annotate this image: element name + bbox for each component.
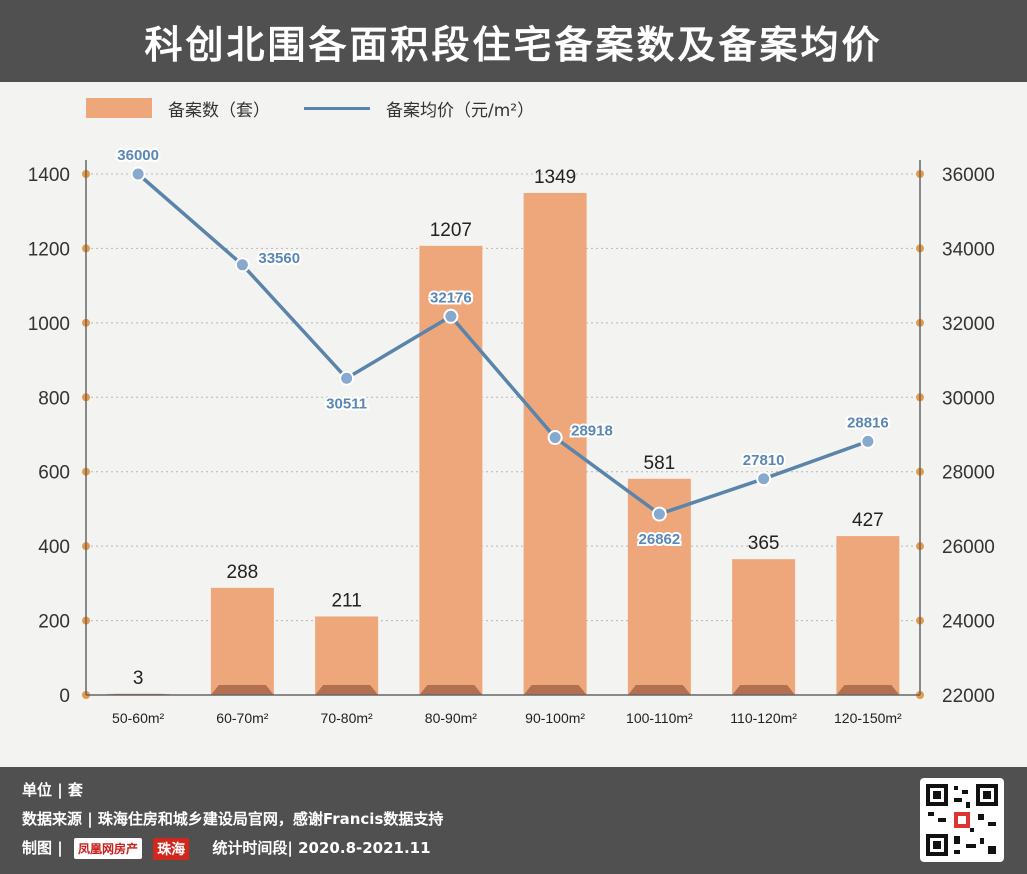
bar: [210, 587, 274, 695]
bar-value-label: 427: [852, 510, 884, 531]
qr-code-icon: [920, 778, 1004, 862]
price-point: [547, 430, 563, 446]
x-tick-label: 90-100m²: [525, 710, 585, 726]
bar-value-label: 211: [331, 590, 361, 611]
y-right-tick-label: 22000: [942, 686, 995, 707]
y-left-tick-label: 1000: [28, 314, 70, 335]
chart-title: 科创北围各面积段住宅备案数及备案均价: [0, 0, 1027, 82]
bar-base-shade: [836, 685, 900, 695]
bar-value-label: 1349: [534, 167, 576, 188]
price-value-label: 28918: [571, 423, 613, 440]
bar-base-shade: [210, 685, 274, 695]
period-label: 统计时间段| 2020.8-2021.11: [212, 839, 431, 857]
price-point: [130, 166, 146, 182]
bar: [315, 616, 379, 695]
bar-base-shade: [627, 685, 691, 695]
x-tick-label: 110-120m²: [730, 710, 797, 726]
legend-bar-label: 备案数（套）: [168, 100, 270, 121]
x-tick-label: 100-110m²: [626, 710, 693, 726]
x-tick-label: 50-60m²: [112, 710, 164, 726]
bar: [836, 536, 900, 695]
y-right-tick-label: 26000: [942, 537, 995, 558]
y-left-tick-label: 600: [38, 463, 70, 484]
y-left-tick-label: 0: [59, 686, 70, 707]
price-value-label: 28816: [847, 414, 889, 431]
price-point: [443, 308, 459, 324]
bar-value-label: 1207: [430, 220, 472, 241]
bar-value-label: 288: [227, 562, 259, 583]
made-by-label: 制图 |: [22, 839, 63, 857]
bar-value-label: 365: [748, 533, 780, 554]
bar-base-shade: [315, 685, 379, 695]
brand-logo: 凤凰网房产: [73, 838, 142, 859]
combo-chart: 0 22000 200 24000 400 26000 600 28000 800 30000 10…: [28, 145, 995, 726]
price-line: [136, 172, 869, 516]
price-point: [860, 433, 876, 449]
price-value-label: 27810: [743, 452, 785, 469]
x-tick-label: 120-150m²: [834, 710, 902, 726]
legend-line-label: 备案均价（元/m²）: [386, 100, 535, 121]
y-right-tick-label: 30000: [942, 388, 995, 409]
x-tick-label: 80-90m²: [425, 710, 477, 726]
brand-city-badge: 珠海: [153, 837, 190, 860]
y-right-tick-label: 32000: [942, 314, 995, 335]
y-right-tick-label: 24000: [942, 612, 995, 633]
price-value-label: 30511: [326, 395, 367, 412]
source-label: 数据来源 | 珠海住房和城乡建设局官网，感谢Francis数据支持: [22, 810, 444, 828]
price-point: [234, 257, 250, 273]
legend-line-swatch: [304, 106, 370, 110]
bar-base-shade: [523, 685, 587, 695]
bar-base-shade: [419, 685, 483, 695]
price-point: [339, 370, 355, 386]
y-right-tick-label: 36000: [942, 165, 995, 186]
price-point: [756, 471, 772, 487]
price-value-label: 33560: [258, 250, 300, 267]
y-left-tick-label: 200: [38, 612, 70, 633]
bar-value-label: 3: [133, 668, 144, 689]
unit-label: 单位 | 套: [22, 781, 83, 799]
price-value-label: 26862: [639, 531, 681, 548]
x-tick-label: 60-70m²: [216, 710, 268, 726]
bar: [732, 559, 796, 695]
credits-line: 制图 | 凤凰网房产 珠海 统计时间段| 2020.8-2021.11: [22, 837, 431, 860]
legend-bar-swatch: [86, 98, 152, 118]
footer: 单位 | 套 数据来源 | 珠海住房和城乡建设局官网，感谢Francis数据支持…: [0, 767, 1027, 874]
bar-base-shade: [732, 685, 796, 695]
x-tick-label: 70-80m²: [321, 710, 373, 726]
y-left-tick-label: 1400: [28, 165, 70, 186]
price-value-label: 32176: [430, 289, 472, 306]
y-left-tick-label: 400: [38, 537, 70, 558]
y-right-tick-label: 34000: [942, 239, 995, 260]
bar-value-label: 581: [644, 453, 676, 474]
chart-legend: 备案数（套） 备案均价（元/m²）: [86, 92, 534, 124]
price-value-label: 36000: [117, 147, 159, 164]
price-point: [651, 506, 667, 522]
y-left-tick-label: 1200: [28, 239, 70, 260]
y-right-tick-label: 28000: [942, 463, 995, 484]
y-left-tick-label: 800: [38, 388, 70, 409]
